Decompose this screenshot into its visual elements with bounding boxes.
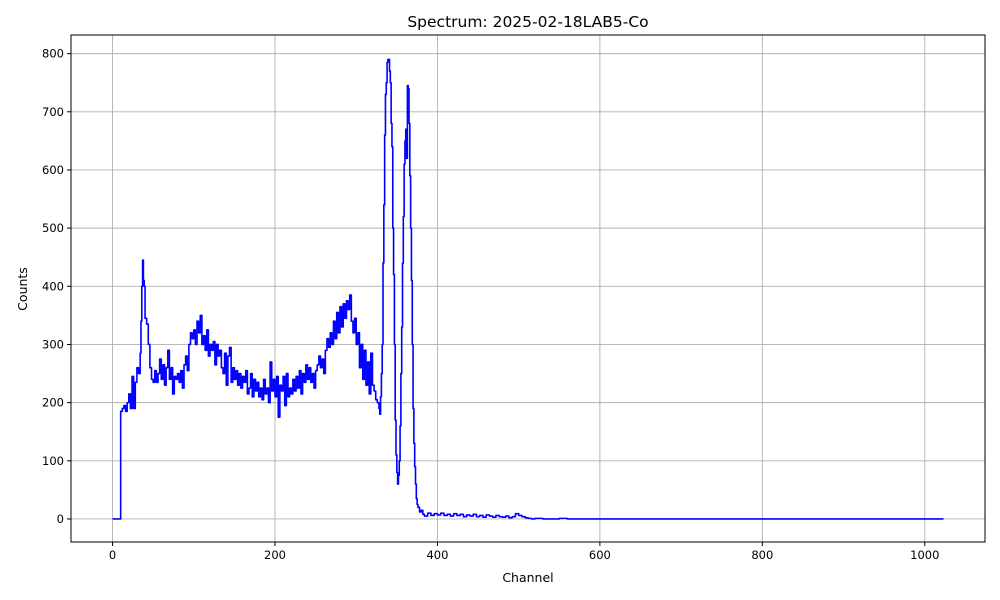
x-tick-label: 1000 xyxy=(910,548,939,562)
x-tick-label: 600 xyxy=(589,548,611,562)
plot-frame xyxy=(70,34,986,543)
grid xyxy=(71,35,985,542)
spectrum-line xyxy=(112,58,944,520)
y-tick-label: 0 xyxy=(57,512,64,526)
series-layer xyxy=(112,58,944,520)
x-axis-label: Channel xyxy=(502,570,553,585)
y-axis-label: Counts xyxy=(15,267,30,311)
y-tick-label: 400 xyxy=(42,279,64,293)
x-tick-label: 400 xyxy=(426,548,448,562)
y-tick-label: 700 xyxy=(42,105,64,119)
ticks: 0 200 400 600 800 1000 0 100 200 300 400 500 600 700 8… xyxy=(42,47,939,562)
y-tick-label: 300 xyxy=(42,337,64,351)
x-tick-label: 800 xyxy=(751,548,773,562)
y-tick-label: 800 xyxy=(42,47,64,61)
y-tick-label: 500 xyxy=(42,221,64,235)
y-tick-label: 600 xyxy=(42,163,64,177)
x-tick-label: 0 xyxy=(109,548,116,562)
y-tick-label: 200 xyxy=(42,396,64,410)
x-tick-label: 200 xyxy=(264,548,286,562)
y-tick-label: 100 xyxy=(42,454,64,468)
chart-title: Spectrum: 2025-02-18LAB5-Co xyxy=(407,13,648,31)
